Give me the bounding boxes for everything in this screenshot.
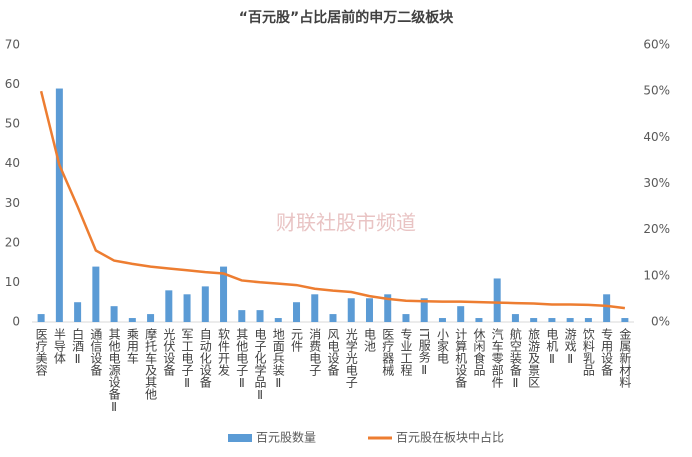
x-tick-label: 汽车零部件 <box>490 327 504 388</box>
x-tick-label: 摩托车及其他 <box>144 327 158 400</box>
x-tick-label: 消费电子 <box>308 328 322 376</box>
x-tick-label: 军工电子Ⅱ <box>180 328 194 390</box>
y-tick-label: 30 <box>5 196 20 210</box>
x-tick-label: 休闲食品 <box>472 328 486 376</box>
y-tick-label: 10 <box>5 275 20 289</box>
legend-label: 百元股在板块中占比 <box>396 430 504 445</box>
x-tick-label: 金属新材料 <box>618 327 632 388</box>
bar <box>438 318 446 322</box>
bar <box>329 314 337 322</box>
bar <box>347 298 355 322</box>
x-tick-label: 饮料乳品 <box>581 328 595 376</box>
x-tick-label: 其他电源设备Ⅱ <box>107 328 121 414</box>
bar <box>420 298 428 322</box>
x-tick-label: 光伏设备 <box>162 328 176 377</box>
x-tick-label: 通信设备 <box>89 328 103 377</box>
bar <box>566 318 574 322</box>
bar <box>384 294 392 322</box>
bar <box>220 266 228 322</box>
y2-tick-label: 20% <box>643 222 670 236</box>
bar <box>274 318 282 322</box>
x-tick-label: 电子化学品Ⅱ <box>253 328 267 402</box>
line <box>39 90 626 310</box>
legend-swatch <box>228 434 252 442</box>
x-tick-label: 地面兵装Ⅱ <box>271 328 285 390</box>
x-tick-label: 航空装备Ⅱ <box>508 327 522 390</box>
x-tick-label: 专业工程 <box>399 327 413 377</box>
x-tick-label: 白酒Ⅱ <box>71 327 85 366</box>
y-tick-label: 40 <box>5 156 20 170</box>
bar <box>74 302 82 322</box>
watermark: 财联社股市频道 <box>276 211 416 235</box>
bar <box>603 294 611 322</box>
y-tick-label: 50 <box>5 117 20 131</box>
x-tick-label: 电池 <box>362 328 376 352</box>
x-tick-label: 游戏Ⅱ <box>563 328 577 366</box>
x-tick-label: 医疗美容 <box>34 328 48 377</box>
x-tick-label: 旅游及景区 <box>527 328 541 388</box>
bar <box>530 318 538 322</box>
bar <box>365 298 373 322</box>
y2-tick-label: 40% <box>643 130 670 144</box>
y2-tick-label: 60% <box>643 38 670 52</box>
x-tick-label: IT服务Ⅱ <box>417 328 431 377</box>
x-tick-label: 风电设备 <box>326 328 340 377</box>
bar <box>548 318 556 322</box>
y-tick-label: 20 <box>5 235 20 249</box>
bar <box>621 318 629 322</box>
bar <box>165 290 173 322</box>
y2-tick-label: 10% <box>643 268 670 282</box>
bar <box>311 294 319 322</box>
y-tick-label: 0 <box>12 315 20 329</box>
bar <box>402 314 410 322</box>
x-tick-label: 半导体 <box>52 328 66 365</box>
x-tick-label: 专用设备 <box>600 327 614 377</box>
bar <box>475 318 483 322</box>
y2-tick-label: 50% <box>643 84 670 98</box>
x-tick-label: 电机Ⅱ <box>545 328 559 366</box>
x-tick-label: 光学光电子 <box>344 328 358 388</box>
bar <box>201 286 209 322</box>
bar <box>147 314 155 322</box>
x-tick-label: 自动化设备 <box>198 328 212 389</box>
x-tick-label: 元件 <box>290 328 304 352</box>
x-tick-label: 小家电 <box>435 328 449 364</box>
bar <box>293 302 301 322</box>
legend-label: 百元股数量 <box>256 430 316 445</box>
x-tick-label: 计算机设备 <box>454 328 468 389</box>
bar <box>92 266 100 322</box>
y-tick-label: 70 <box>5 38 20 52</box>
x-tick-label: 乘用车 <box>125 328 139 365</box>
bar <box>584 318 592 322</box>
bar <box>511 314 519 322</box>
y2-tick-label: 0% <box>651 315 670 329</box>
bar <box>110 306 118 322</box>
bar <box>55 88 63 323</box>
bar <box>457 306 465 322</box>
bar <box>183 294 191 322</box>
bar <box>493 278 501 322</box>
bar <box>238 310 246 322</box>
bar <box>256 310 264 322</box>
x-tick-label: 软件开发 <box>217 328 231 376</box>
chart-title: “百元股”占比居前的申万二级板块 <box>239 9 454 26</box>
bar <box>37 314 45 322</box>
y-tick-label: 60 <box>5 77 20 91</box>
y2-tick-label: 30% <box>643 176 670 190</box>
bar <box>128 318 136 322</box>
x-tick-label: 其他电子Ⅱ <box>235 328 249 390</box>
x-tick-label: 医疗器械 <box>381 328 395 376</box>
